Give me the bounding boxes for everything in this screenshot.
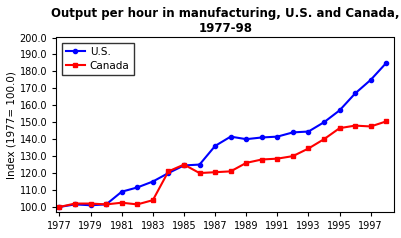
U.S. [197,163,202,166]
Canada [150,199,155,202]
U.S. [275,135,280,138]
Canada [104,203,109,206]
Canada [306,147,311,150]
Canada [88,202,93,205]
U.S. [259,136,264,139]
Canada [322,138,326,141]
Line: U.S.: U.S. [57,61,388,209]
Title: Output per hour in manufacturing, U.S. and Canada,
1977-98: Output per hour in manufacturing, U.S. a… [51,7,399,35]
Canada [353,124,358,127]
Canada [228,170,233,173]
Canada [197,172,202,174]
U.S. [57,206,62,208]
Canada [384,120,389,123]
Canada [259,158,264,161]
Canada [275,157,280,160]
U.S. [384,61,389,64]
U.S. [166,172,171,174]
Canada [57,206,62,208]
Canada [182,163,186,166]
Canada [135,203,140,206]
U.S. [119,190,124,193]
U.S. [228,135,233,138]
Canada [166,170,171,173]
U.S. [135,186,140,189]
U.S. [88,204,93,207]
U.S. [182,164,186,167]
Line: Canada: Canada [57,119,388,209]
Y-axis label: Index (1977= 100.0): Index (1977= 100.0) [7,71,17,179]
Canada [368,125,373,128]
U.S. [150,180,155,183]
Canada [244,161,249,164]
U.S. [73,203,77,206]
U.S. [322,121,326,124]
Canada [73,202,77,205]
Canada [213,171,217,174]
U.S. [306,130,311,133]
U.S. [244,138,249,141]
U.S. [290,131,295,134]
U.S. [213,144,217,147]
U.S. [368,79,373,81]
Canada [290,155,295,158]
U.S. [104,203,109,206]
U.S. [353,92,358,95]
Legend: U.S., Canada: U.S., Canada [62,43,134,75]
U.S. [337,109,342,112]
Canada [119,201,124,204]
Canada [337,127,342,129]
